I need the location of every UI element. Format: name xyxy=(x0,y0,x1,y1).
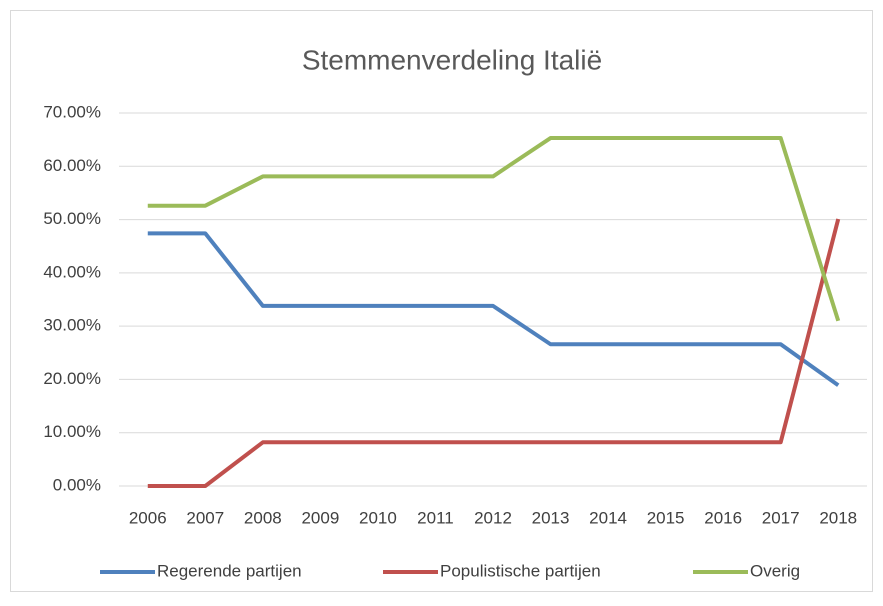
x-tick-label: 2006 xyxy=(129,508,167,527)
x-tick-label: 2007 xyxy=(186,508,224,527)
legend-label: Regerende partijen xyxy=(157,561,302,580)
y-tick-label: 20.00% xyxy=(43,369,101,388)
x-tick-label: 2016 xyxy=(704,508,742,527)
series-line xyxy=(147,136,841,322)
x-tick-label: 2017 xyxy=(762,508,800,527)
y-tick-label: 60.00% xyxy=(43,156,101,175)
legend-label: Overig xyxy=(750,561,800,580)
chart-border xyxy=(10,10,873,592)
x-tick-label: 2014 xyxy=(589,508,627,527)
legend-label: Populistische partijen xyxy=(440,561,601,580)
x-tick-label: 2018 xyxy=(819,508,857,527)
x-tick-label: 2015 xyxy=(647,508,685,527)
chart-title: Stemmenverdeling Italië xyxy=(302,44,602,75)
y-tick-label: 10.00% xyxy=(43,422,101,441)
y-tick-label: 40.00% xyxy=(43,262,101,281)
x-tick-label: 2011 xyxy=(417,508,454,527)
y-tick-label: 50.00% xyxy=(43,209,101,228)
x-tick-label: 2013 xyxy=(532,508,570,527)
y-tick-label: 70.00% xyxy=(43,102,101,121)
x-tick-label: 2008 xyxy=(244,508,282,527)
series-line xyxy=(147,231,840,387)
x-tick-label: 2012 xyxy=(474,508,512,527)
series-line xyxy=(147,218,841,488)
y-tick-label: 30.00% xyxy=(43,316,101,335)
y-tick-label: 0.00% xyxy=(53,475,101,494)
x-tick-label: 2010 xyxy=(359,508,397,527)
x-tick-label: 2009 xyxy=(301,508,339,527)
